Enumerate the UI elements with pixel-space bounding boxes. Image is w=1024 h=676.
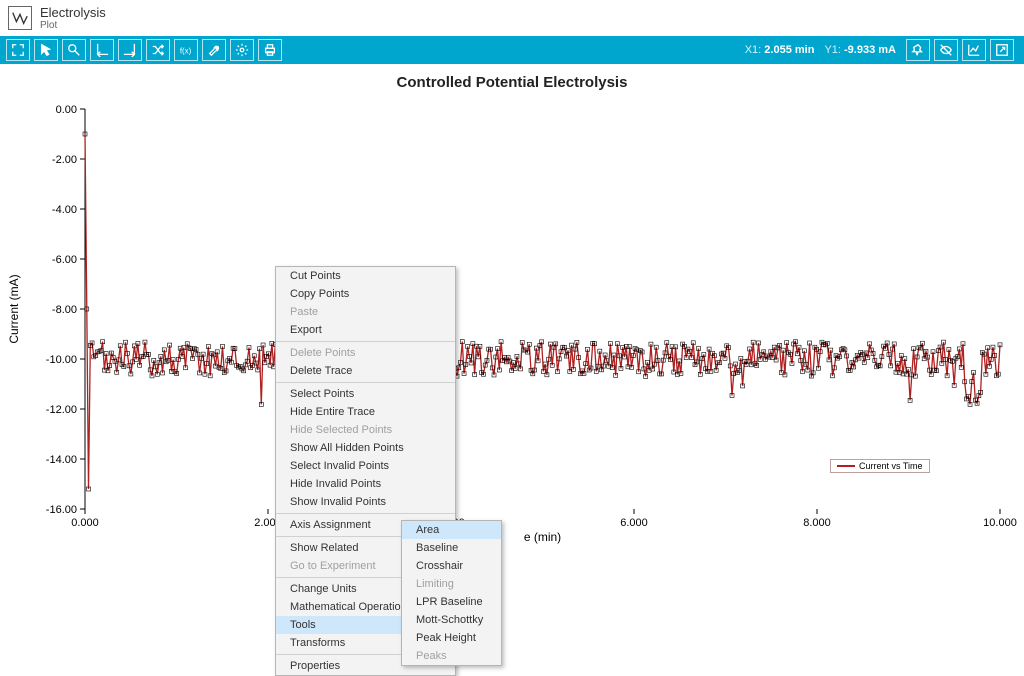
plot-window-icon xyxy=(8,6,32,30)
plot-toolbar: f(x) X1: 2.055 min Y1: -9.933 mA xyxy=(0,36,1024,64)
window-title: Electrolysis xyxy=(40,5,106,20)
menu-item[interactable]: Show All Hidden Points xyxy=(276,439,455,457)
svg-text:0.000: 0.000 xyxy=(71,517,99,529)
axis-left-icon[interactable] xyxy=(90,39,114,61)
pin-icon[interactable] xyxy=(906,39,930,61)
plot-canvas[interactable]: 0.00 -2.00 -4.00 -6.00 -8.00 -10.00 -12.00 -14.… xyxy=(0,64,1024,561)
fit-icon[interactable] xyxy=(6,39,30,61)
wrench-icon[interactable] xyxy=(202,39,226,61)
svg-text:-2.00: -2.00 xyxy=(52,154,77,166)
menu-item[interactable]: Area xyxy=(402,521,501,539)
pointer-icon[interactable] xyxy=(34,39,58,61)
window-subtitle: Plot xyxy=(40,20,106,31)
axis-right-icon[interactable] xyxy=(118,39,142,61)
svg-text:8.000: 8.000 xyxy=(803,517,831,529)
svg-text:-16.00: -16.00 xyxy=(46,504,77,516)
svg-text:e (min): e (min) xyxy=(524,530,561,544)
menu-item[interactable]: Cut Points xyxy=(276,267,455,285)
menu-item[interactable]: Peak Height xyxy=(402,629,501,647)
cursor-y-readout: Y1: -9.933 mA xyxy=(824,44,896,56)
menu-item[interactable]: Baseline xyxy=(402,539,501,557)
menu-item[interactable]: Select Points xyxy=(276,382,455,403)
menu-item[interactable]: Show Invalid Points xyxy=(276,493,455,511)
menu-item[interactable]: Delete Trace xyxy=(276,362,455,380)
menu-item: Hide Selected Points xyxy=(276,421,455,439)
chart-area[interactable]: Controlled Potential Electrolysis 0.00-2… xyxy=(0,64,1024,561)
chart-icon[interactable] xyxy=(962,39,986,61)
svg-text:10.000: 10.000 xyxy=(983,517,1017,529)
legend-swatch xyxy=(837,465,855,467)
menu-item[interactable]: Copy Points xyxy=(276,285,455,303)
eye-off-icon[interactable] xyxy=(934,39,958,61)
svg-text:-10.00: -10.00 xyxy=(46,354,77,366)
svg-text:-12.00: -12.00 xyxy=(46,404,77,416)
svg-text:-4.00: -4.00 xyxy=(52,204,77,216)
shuffle-icon[interactable] xyxy=(146,39,170,61)
svg-text:-6.00: -6.00 xyxy=(52,254,77,266)
menu-item[interactable]: Crosshair xyxy=(402,557,501,575)
print-icon[interactable] xyxy=(258,39,282,61)
menu-item: Delete Points xyxy=(276,341,455,362)
menu-item[interactable]: Export xyxy=(276,321,455,339)
gear-icon[interactable] xyxy=(230,39,254,61)
menu-item[interactable]: Select Invalid Points xyxy=(276,457,455,475)
menu-item[interactable]: Mott-Schottky xyxy=(402,611,501,629)
svg-text:0.00: 0.00 xyxy=(56,104,77,116)
menu-item: Paste xyxy=(276,303,455,321)
menu-item[interactable]: Hide Invalid Points xyxy=(276,475,455,493)
cursor-x-readout: X1: 2.055 min xyxy=(745,44,815,56)
svg-text:-8.00: -8.00 xyxy=(52,304,77,316)
context-submenu-tools[interactable]: AreaBaselineCrosshairLimitingLPR Baselin… xyxy=(401,520,502,666)
zoom-icon[interactable] xyxy=(62,39,86,61)
svg-text:-14.00: -14.00 xyxy=(46,454,77,466)
popout-icon[interactable] xyxy=(990,39,1014,61)
legend-text: Current vs Time xyxy=(859,461,923,471)
svg-text:6.000: 6.000 xyxy=(620,517,648,529)
titlebar: Electrolysis Plot xyxy=(0,0,1024,36)
menu-item: Limiting xyxy=(402,575,501,593)
menu-item: Peaks xyxy=(402,647,501,665)
menu-item[interactable]: LPR Baseline xyxy=(402,593,501,611)
fx-icon[interactable]: f(x) xyxy=(174,39,198,61)
menu-item[interactable]: Hide Entire Trace xyxy=(276,403,455,421)
svg-text:f(x): f(x) xyxy=(180,47,192,56)
svg-text:Current (mA): Current (mA) xyxy=(7,274,21,343)
legend[interactable]: Current vs Time xyxy=(830,459,930,473)
